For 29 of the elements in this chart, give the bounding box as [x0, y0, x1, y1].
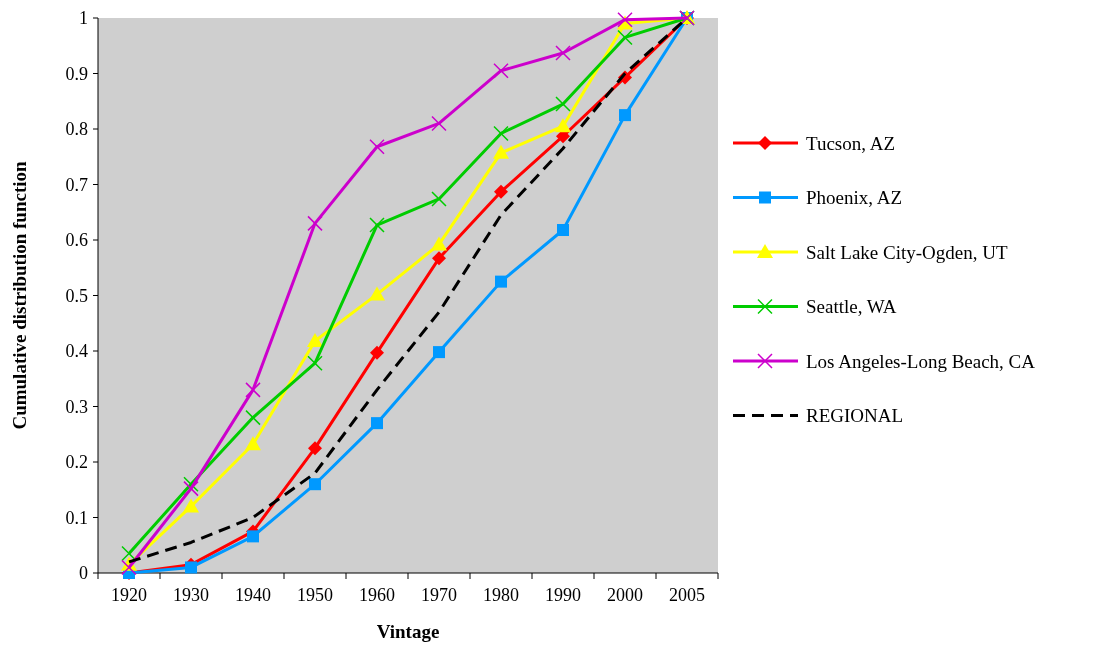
y-tick-label: 0.9 — [65, 63, 88, 84]
y-tick-label: 0.1 — [65, 507, 88, 528]
legend-label: Tucson, AZ — [806, 132, 896, 154]
y-tick-label: 0.7 — [65, 174, 88, 195]
y-tick-label: 1 — [79, 8, 88, 29]
x-tick-label: 2005 — [669, 585, 705, 605]
x-tick-label: 1930 — [173, 585, 209, 605]
y-tick-label: 0 — [79, 563, 88, 584]
y-tick-label: 0.8 — [65, 119, 88, 140]
x-tick-label: 1940 — [235, 585, 271, 605]
legend-label: Los Angeles-Long Beach, CA — [806, 350, 1036, 372]
legend-label: REGIONAL — [806, 405, 904, 427]
y-tick-label: 0.2 — [65, 452, 88, 473]
legend-label: Salt Lake City-Ogden, UT — [806, 241, 1008, 263]
x-tick-label: 1950 — [297, 585, 333, 605]
y-axis-title: Cumulative distribution function — [9, 160, 30, 430]
y-tick-label: 0.5 — [65, 285, 88, 306]
y-tick-label: 0.4 — [65, 341, 88, 362]
x-tick-label: 1920 — [111, 585, 147, 605]
x-tick-label: 1980 — [483, 585, 519, 605]
y-tick-label: 0.3 — [65, 396, 88, 417]
x-axis-title: Vintage — [376, 621, 440, 642]
y-tick-label: 0.6 — [65, 230, 88, 251]
x-tick-label: 1970 — [421, 585, 457, 605]
x-tick-label: 1990 — [545, 585, 581, 605]
legend-label: Phoenix, AZ — [806, 187, 903, 209]
x-tick-label: 1960 — [359, 585, 395, 605]
legend-label: Seattle, WA — [806, 296, 897, 318]
x-tick-label: 2000 — [607, 585, 643, 605]
